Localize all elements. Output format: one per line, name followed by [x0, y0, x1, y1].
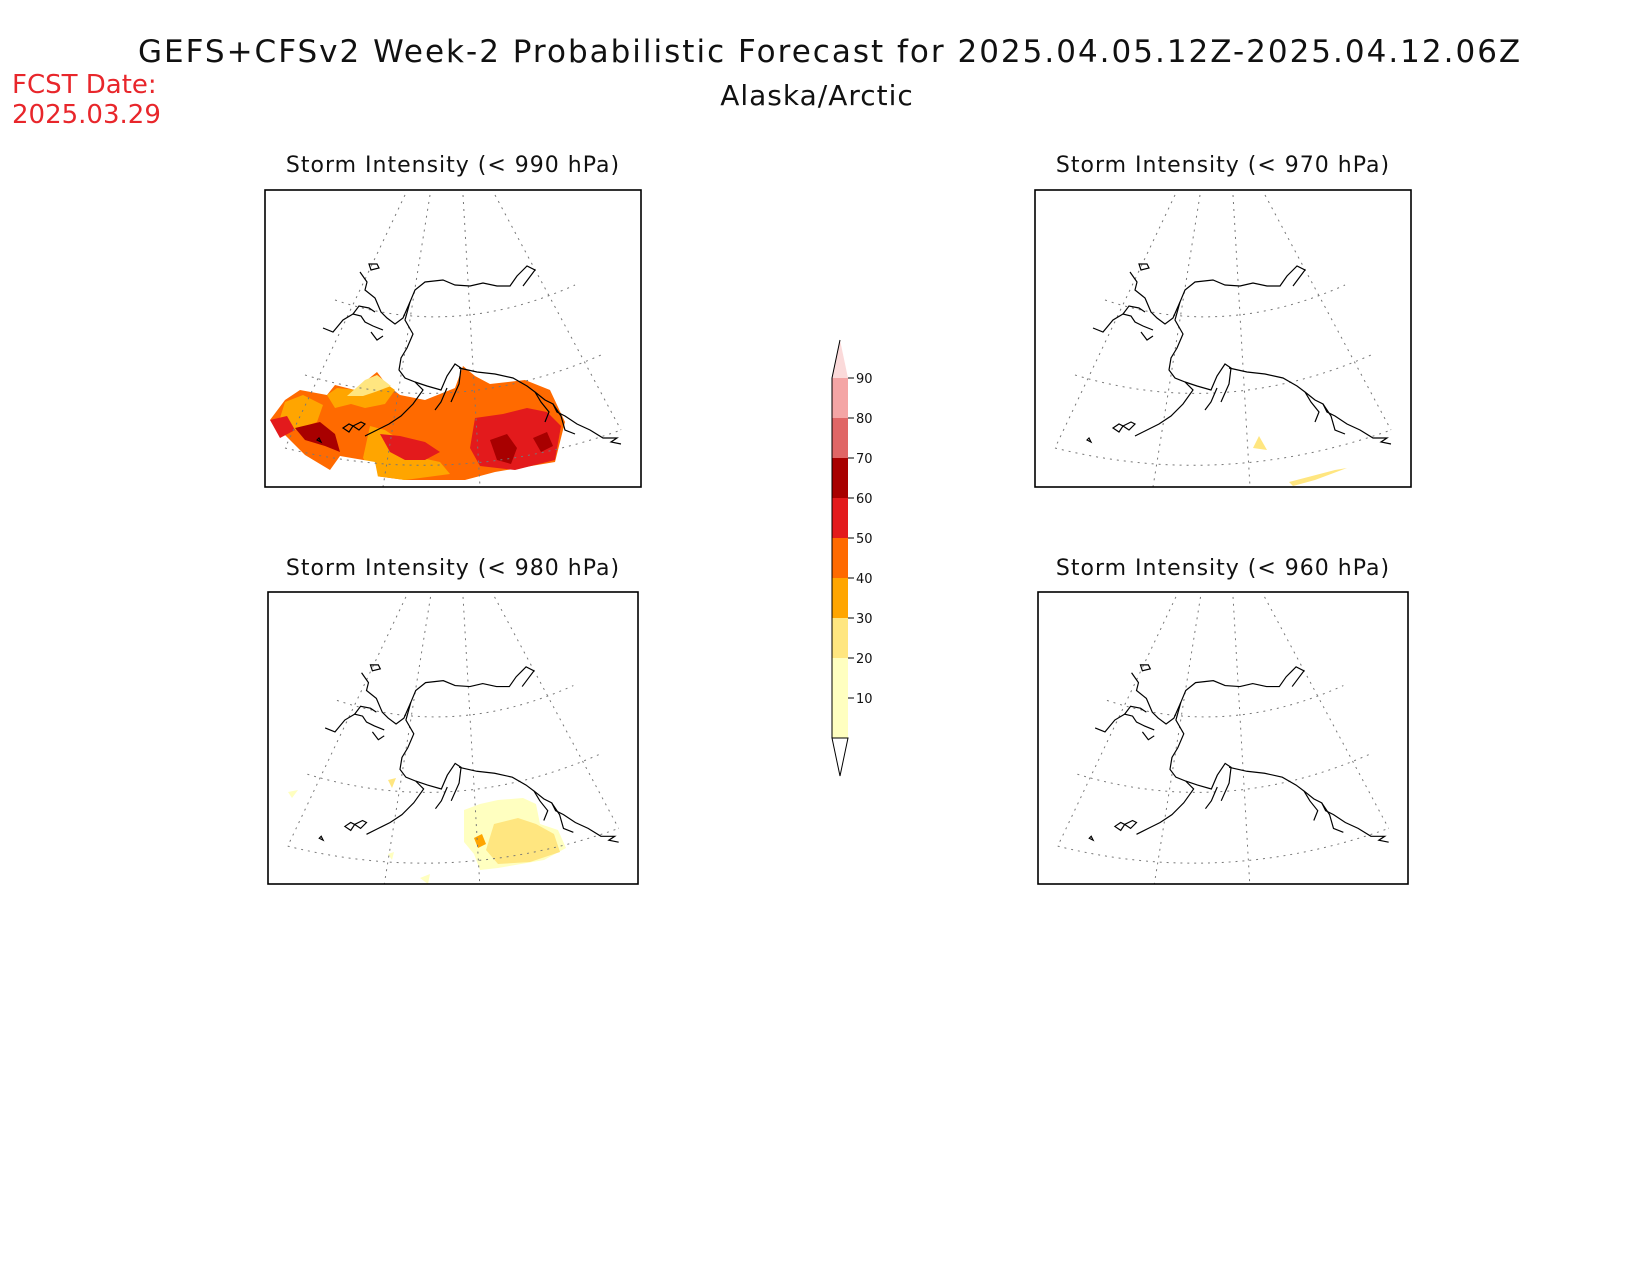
colorbar-box — [832, 658, 848, 698]
colorbar-outline — [831, 339, 841, 738]
colorbar-label: 10 — [856, 692, 873, 707]
panel-title-980: Storm Intensity (< 980 hPa) — [286, 556, 620, 581]
probability-colorbar: 90 80 70 60 50 40 30 20 10 — [831, 339, 873, 777]
colorbar-box — [832, 538, 848, 578]
prob-50-60-region — [380, 434, 440, 460]
prob-10-20-region — [420, 874, 430, 884]
colorbar-box — [832, 618, 848, 658]
colorbar-box — [832, 378, 848, 418]
forecast-title: GEFS+CFSv2 Week-2 Probabilistic Forecast… — [138, 34, 1522, 70]
colorbar-label: 30 — [856, 612, 873, 627]
colorbar-label: 70 — [856, 452, 873, 467]
colorbar-box — [832, 578, 848, 618]
map-panel-980 — [267, 591, 639, 885]
no-data-gap — [335, 456, 380, 487]
prob-30-40-region — [474, 834, 486, 848]
map-panel-970 — [1034, 189, 1412, 488]
prob-60-70-region — [295, 422, 340, 452]
panel-title-970: Storm Intensity (< 970 hPa) — [1056, 153, 1390, 178]
forecast-date-label: FCST Date: — [12, 70, 157, 100]
colorbar-box — [832, 698, 848, 738]
prob-60-70-region — [533, 432, 553, 452]
map-panel-990 — [264, 189, 642, 488]
region-subtitle: Alaska/Arctic — [720, 79, 914, 112]
prob-50-60-region — [270, 416, 295, 438]
map-panel-960 — [1037, 591, 1409, 885]
prob-10-20-region — [288, 790, 298, 798]
colorbar-label: 20 — [856, 652, 873, 667]
panel-title-990: Storm Intensity (< 990 hPa) — [286, 153, 620, 178]
prob-10-20-region — [1289, 468, 1347, 486]
prob-60-70-region — [490, 434, 517, 464]
colorbar-label: 90 — [856, 372, 873, 387]
colorbar-label: 80 — [856, 412, 873, 427]
colorbar-top-cap — [832, 340, 848, 378]
panel-title-960: Storm Intensity (< 960 hPa) — [1056, 556, 1390, 581]
prob-10-20-region — [1253, 436, 1267, 450]
prob-50-60-region — [470, 408, 561, 470]
prob-10-20-region — [388, 852, 394, 860]
colorbar-box — [832, 498, 848, 538]
panel-frame — [1037, 591, 1409, 885]
colorbar-label: 50 — [856, 532, 873, 547]
prob-20-30-region — [347, 375, 391, 396]
prob-10-20-region — [388, 778, 396, 788]
prob-30-40-region — [280, 395, 323, 430]
colorbar-label: 40 — [856, 572, 873, 587]
panel-frame — [1034, 189, 1412, 488]
panel-frame — [267, 591, 639, 885]
colorbar-bottom-cap — [831, 737, 849, 777]
panel-frame — [264, 189, 642, 488]
forecast-date-value: 2025.03.29 — [12, 100, 161, 130]
colorbar-box — [832, 418, 848, 458]
prob-20-30-region — [486, 818, 560, 864]
colorbar-label: 60 — [856, 492, 873, 507]
colorbar-box — [832, 458, 848, 498]
